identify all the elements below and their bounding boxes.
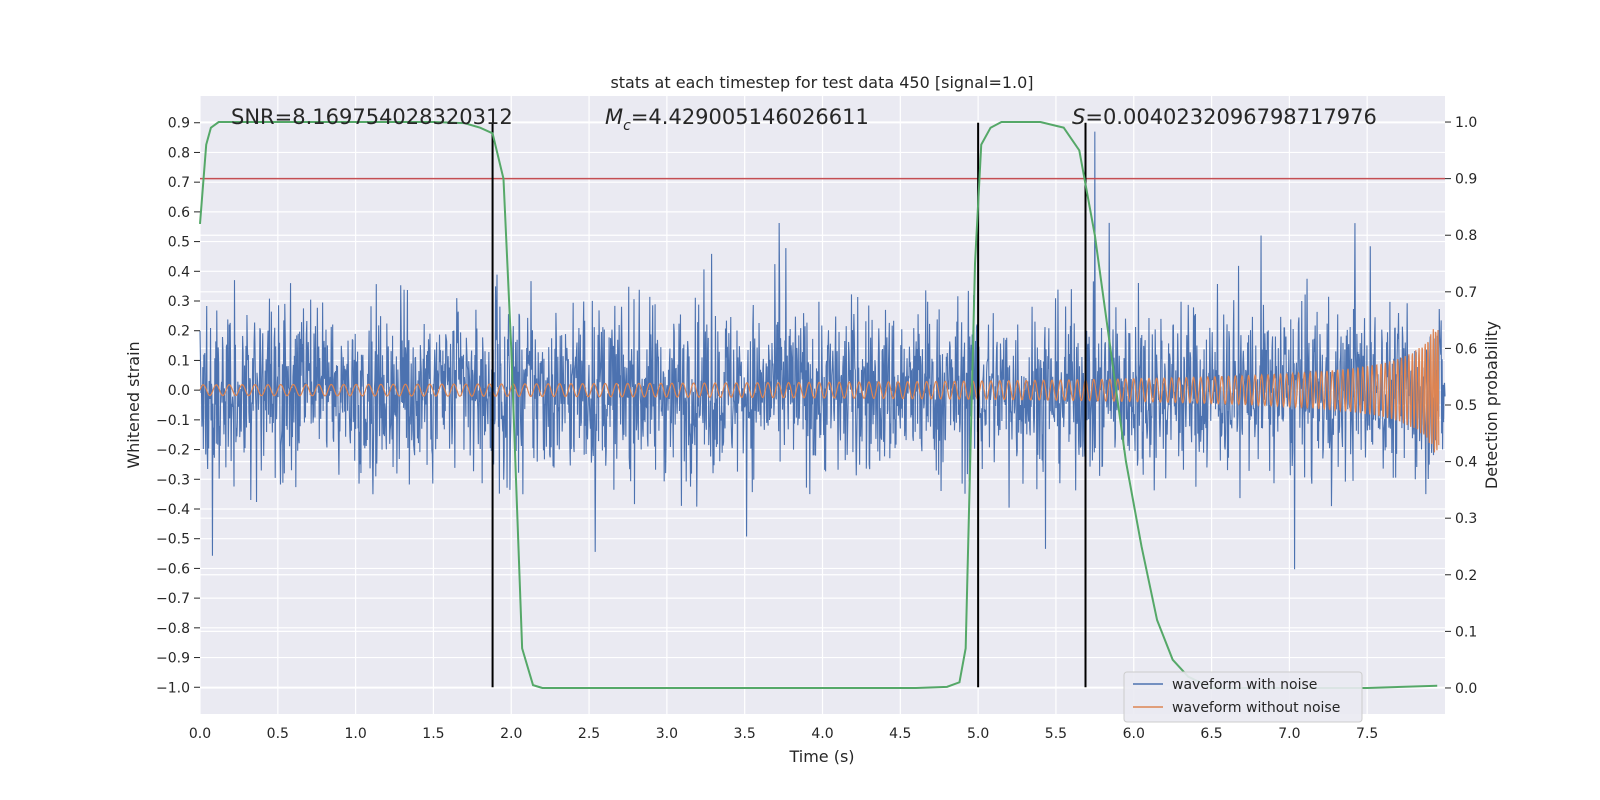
y-tick-label-left: 0.7 (168, 175, 190, 191)
y-tick-label-left: 0.9 (168, 116, 190, 132)
s-value: =0.0040232096798717976 (1085, 105, 1377, 129)
y-tick-label-left: −0.2 (156, 443, 190, 459)
y-tick-label-left: 0.4 (168, 264, 190, 280)
x-axis-label: Time (s) (788, 747, 854, 766)
y-tick-label-right: 0.2 (1455, 568, 1477, 584)
snr-annotation: SNR=8.169754028320312 (231, 105, 513, 129)
x-tick-label: 1.0 (344, 726, 366, 742)
y-tick-label-right: 0.7 (1455, 285, 1477, 301)
x-tick-label: 7.0 (1278, 726, 1300, 742)
y-tick-label-left: 0.5 (168, 235, 190, 251)
y-tick-label-left: 0.2 (168, 324, 190, 340)
s-annotation: S=0.0040232096798717976 (1072, 105, 1377, 129)
x-tick-label: 2.5 (578, 726, 600, 742)
x-tick-label: 3.5 (734, 726, 756, 742)
legend: waveform with noise waveform without noi… (1123, 671, 1363, 723)
x-tick-label: 6.0 (1123, 726, 1145, 742)
y-tick-label-left: 0.8 (168, 145, 190, 161)
mc-symbol: M (605, 105, 623, 129)
x-tick-label: 4.0 (811, 726, 833, 742)
y-tick-label-right: 0.8 (1455, 228, 1477, 244)
y-tick-label-right: 0.0 (1455, 681, 1477, 697)
legend-label-noise: waveform with noise (1172, 677, 1317, 693)
y-tick-label-left: −0.1 (156, 413, 190, 429)
y-tick-label-left: −0.4 (156, 502, 190, 518)
x-tick-label: 2.0 (500, 726, 522, 742)
y-tick-label-left: 0.3 (168, 294, 190, 310)
y-tick-label-left: 0.0 (168, 383, 190, 399)
y-tick-label-right: 0.4 (1455, 455, 1477, 471)
y-tick-label-left: −0.3 (156, 472, 190, 488)
clean-waveform (199, 329, 1440, 453)
series-detection-probability (199, 121, 1438, 689)
y-tick-label-left: −0.9 (156, 651, 190, 667)
mc-annotation: Mc=4.429005146026611 (605, 105, 869, 134)
y-tick-label-left: −0.5 (156, 532, 190, 548)
y-tick-label-left: −0.8 (156, 621, 190, 637)
y-tick-label-left: −0.6 (156, 561, 190, 577)
mc-subscript: c (623, 118, 631, 134)
series-waveform-with-noise (199, 131, 1446, 570)
y-tick-label-right: 0.1 (1455, 624, 1477, 640)
x-tick-label: 3.0 (656, 726, 678, 742)
y-tick-label-left: 0.1 (168, 353, 190, 369)
y-tick-label-right: 1.0 (1455, 115, 1477, 131)
x-tick-label: 5.0 (967, 726, 989, 742)
noise-waveform (199, 131, 1446, 570)
legend-box (1123, 671, 1363, 723)
ticks: 0.0 0.5 1.0 1.5 2.0 2.5 3.0 3.5 4.0 4.5 5.0 5.5 6.0 6… (156, 115, 1477, 742)
y-tick-label-right: 0.5 (1455, 398, 1477, 414)
y-tick-label-left: 0.6 (168, 205, 190, 221)
y-tick-label-left: −0.7 (156, 591, 190, 607)
s-symbol: S (1072, 105, 1085, 129)
x-tick-label: 4.5 (889, 726, 911, 742)
x-tick-label: 1.5 (422, 726, 444, 742)
chart-title: stats at each timestep for test data 450… (610, 73, 1033, 92)
y-axis-label-right: Detection probability (1482, 321, 1501, 489)
y-axis-label-left: Whitened strain (124, 341, 143, 468)
y-tick-label-left: −1.0 (156, 680, 190, 696)
x-tick-label: 5.5 (1045, 726, 1067, 742)
x-tick-label: 6.5 (1200, 726, 1222, 742)
overlay-lines (199, 121, 1445, 689)
y-tick-label-right: 0.6 (1455, 341, 1477, 357)
series-waveform-without-noise (199, 329, 1440, 453)
legend-label-clean: waveform without noise (1172, 700, 1340, 716)
y-tick-label-right: 0.3 (1455, 511, 1477, 527)
mc-value: =4.429005146026611 (631, 105, 869, 129)
x-tick-label: 7.5 (1356, 726, 1378, 742)
y-tick-label-right: 0.9 (1455, 172, 1477, 188)
x-tick-label: 0.5 (267, 726, 289, 742)
x-tick-label: 0.0 (189, 726, 211, 742)
